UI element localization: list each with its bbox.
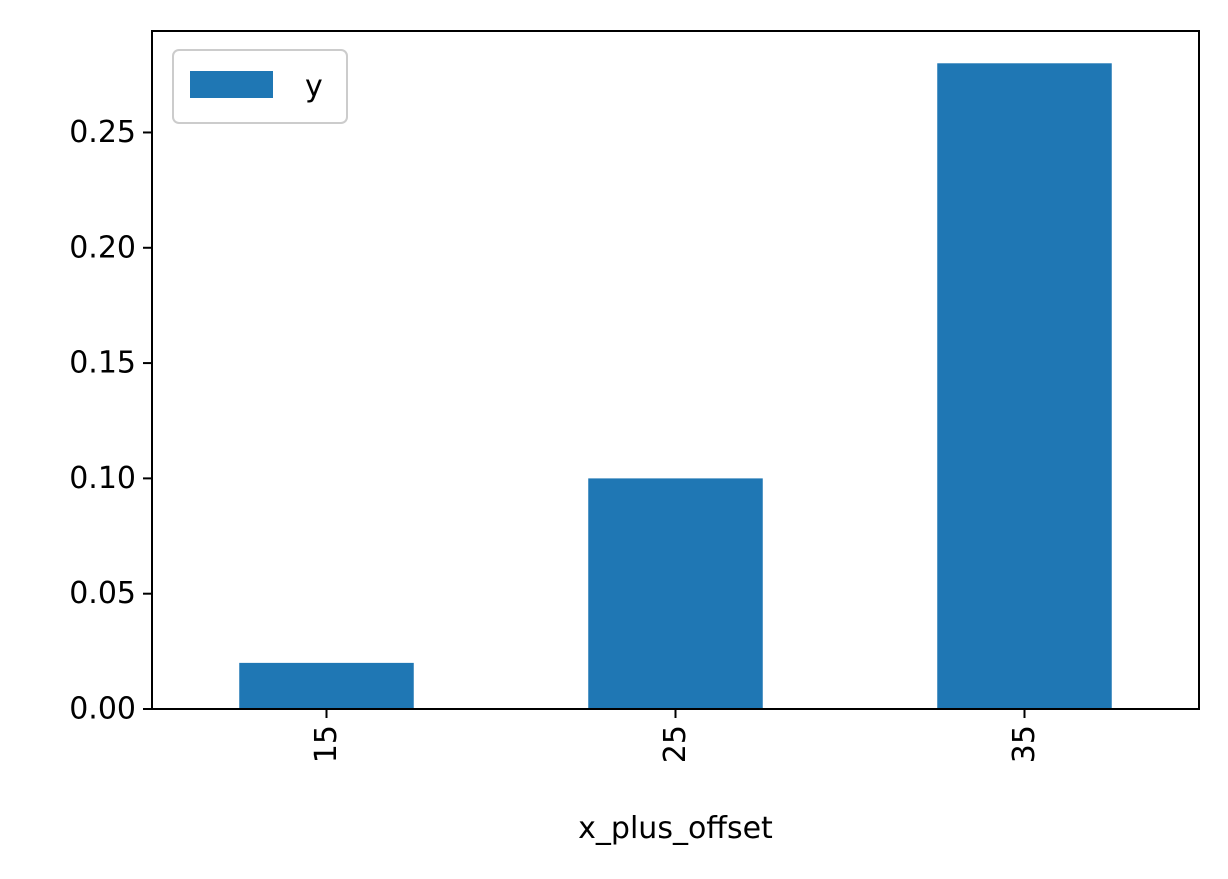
y-tick-label: 0.15 (69, 346, 136, 381)
bar-25 (588, 478, 763, 709)
plot-area-frame (151, 30, 1200, 710)
y-tick-label: 0.05 (69, 576, 136, 611)
y-tick-label: 0.25 (69, 115, 136, 150)
y-tick-label: 0.00 (69, 692, 136, 727)
legend-swatch-y (190, 71, 273, 98)
x-tick-label: 15 (309, 725, 344, 763)
bar-35 (937, 63, 1112, 710)
bar-15 (239, 662, 414, 709)
y-tick-label: 0.10 (69, 461, 136, 496)
legend-label-y: y (305, 69, 323, 104)
x-tick-label: 35 (1007, 725, 1042, 763)
y-tick-label: 0.20 (69, 230, 136, 265)
y-axis-ticks: 0.00 0.05 0.10 0.15 0.20 0.25 (69, 115, 152, 727)
x-axis-ticks: 15 25 35 (309, 709, 1042, 763)
legend: y (172, 49, 348, 124)
bars-group (239, 63, 1112, 710)
x-tick-label: 25 (658, 725, 693, 763)
x-axis-label: x_plus_offset (578, 811, 773, 846)
